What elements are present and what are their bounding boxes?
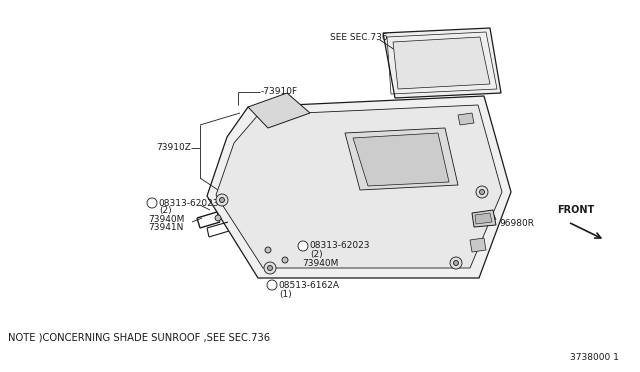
Circle shape [267, 280, 277, 290]
Circle shape [220, 198, 225, 202]
Polygon shape [470, 238, 486, 252]
Text: FRONT: FRONT [557, 205, 595, 215]
Text: 73940M: 73940M [302, 259, 339, 267]
Circle shape [147, 198, 157, 208]
Text: SEE SEC.736: SEE SEC.736 [330, 33, 388, 42]
Circle shape [476, 186, 488, 198]
Polygon shape [393, 37, 490, 89]
Polygon shape [216, 105, 502, 268]
Circle shape [479, 189, 484, 195]
Text: (2): (2) [310, 250, 323, 259]
Polygon shape [345, 128, 458, 190]
Text: (1): (1) [279, 289, 292, 298]
Text: S: S [301, 243, 305, 249]
Polygon shape [472, 210, 496, 227]
Text: S: S [150, 200, 154, 206]
Polygon shape [353, 133, 449, 186]
Polygon shape [248, 93, 310, 128]
Text: S: S [269, 282, 275, 288]
Polygon shape [383, 28, 501, 98]
Text: (2): (2) [159, 206, 172, 215]
Polygon shape [207, 96, 511, 278]
Circle shape [264, 262, 276, 274]
Circle shape [282, 257, 288, 263]
Circle shape [268, 266, 273, 270]
Text: 96980R: 96980R [499, 218, 534, 228]
Circle shape [216, 194, 228, 206]
Polygon shape [475, 213, 492, 224]
Text: 73910Z: 73910Z [156, 144, 191, 153]
Text: 3738000 1: 3738000 1 [570, 353, 619, 362]
Text: NOTE )CONCERNING SHADE SUNROOF ,SEE SEC.736: NOTE )CONCERNING SHADE SUNROOF ,SEE SEC.… [8, 332, 270, 342]
Text: 08513-6162A: 08513-6162A [278, 280, 339, 289]
Text: -73910F: -73910F [261, 87, 298, 96]
Text: 08313-62023: 08313-62023 [158, 199, 218, 208]
Polygon shape [458, 113, 474, 125]
Circle shape [215, 215, 221, 221]
Text: 73941N: 73941N [148, 224, 184, 232]
Circle shape [298, 241, 308, 251]
Circle shape [450, 257, 462, 269]
Text: 08313-62023: 08313-62023 [309, 241, 369, 250]
Text: 73940M: 73940M [148, 215, 184, 224]
Circle shape [265, 247, 271, 253]
Circle shape [454, 260, 458, 266]
